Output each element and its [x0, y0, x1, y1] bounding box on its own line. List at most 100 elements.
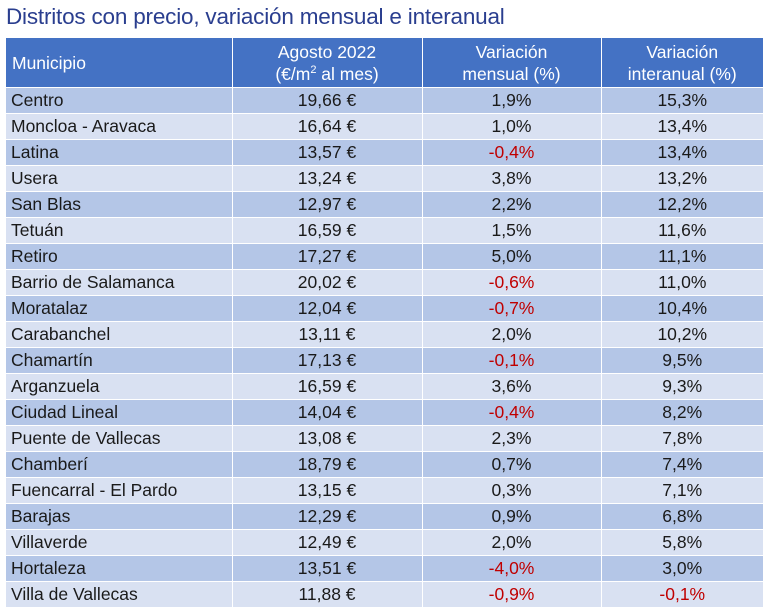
table-body: Centro 19,66 €1,9% 15,3% Moncloa - Aravaca 1… — [6, 87, 763, 608]
cell-precio: 12,29 € — [232, 503, 423, 530]
header-interanual-line1: Variación — [646, 41, 719, 62]
table-row: Hortaleza 13,51 € -4,0% 3,0% — [6, 555, 763, 582]
cell-variacion-interanual: 3,0% — [601, 555, 763, 582]
cell-municipio: Carabanchel — [6, 321, 233, 348]
cell-variacion-mensual: 1,5% — [422, 217, 602, 244]
page-title: Distritos con precio, variación mensual … — [6, 4, 505, 29]
header-mensual-line1: Variación — [475, 41, 548, 62]
cell-precio: 16,59 € — [232, 217, 423, 244]
cell-precio: 13,57 € — [232, 139, 423, 166]
cell-variacion-interanual: 6,8% — [601, 503, 763, 530]
table-row: Moratalaz 12,04 € -0,7% 10,4% — [6, 295, 763, 322]
cell-precio: 13,11 € — [232, 321, 423, 348]
cell-municipio: Arganzuela — [6, 373, 233, 400]
cell-variacion-interanual: -0,1% — [601, 581, 763, 608]
cell-municipio: Chamberí — [6, 451, 233, 478]
cell-variacion-mensual: -0,1% — [422, 347, 602, 374]
cell-precio: 12,97 € — [232, 191, 423, 218]
header-variacion-mensual: Variación mensual (%) — [422, 38, 602, 88]
cell-municipio: San Blas — [6, 191, 233, 218]
cell-municipio: Usera — [6, 165, 233, 192]
cell-variacion-interanual: 5,8% — [601, 529, 763, 556]
cell-precio: 18,79 € — [232, 451, 423, 478]
cell-variacion-interanual: 13,2% — [601, 165, 763, 192]
cell-municipio: Tetuán — [6, 217, 233, 244]
cell-municipio: Centro — [6, 87, 233, 114]
cell-municipio: Latina — [6, 139, 233, 166]
cell-precio: 16,59 € — [232, 373, 423, 400]
cell-municipio: Barajas — [6, 503, 233, 530]
cell-variacion-interanual: 15,3% — [601, 87, 763, 114]
header-agosto-line1: Agosto 2022 — [277, 41, 377, 62]
header-agosto-line2: (€/m2 al mes) — [233, 63, 422, 85]
cell-variacion-mensual: 0,3% — [422, 477, 602, 504]
header-interanual-line2: interanual (%) — [627, 63, 737, 84]
cell-variacion-interanual: 13,4% — [601, 139, 763, 166]
cell-precio: 16,64 € — [232, 113, 423, 140]
header-agosto-unit-sup: 2 — [310, 63, 317, 76]
cell-variacion-interanual: 11,6% — [601, 217, 763, 244]
cell-precio: 13,51 € — [232, 555, 423, 582]
header-agosto-2022: Agosto 2022 (€/m2 al mes) — [232, 38, 423, 88]
cell-variacion-mensual: 3,6% — [422, 373, 602, 400]
table-row: Ciudad Lineal 14,04 € -0,4% 8,2% — [6, 399, 763, 426]
table-row: Usera 13,24 €3,8% 13,2% — [6, 165, 763, 192]
cell-variacion-mensual: 0,7% — [422, 451, 602, 478]
cell-municipio: Villaverde — [6, 529, 233, 556]
cell-municipio: Moncloa - Aravaca — [6, 113, 233, 140]
cell-variacion-interanual: 7,8% — [601, 425, 763, 452]
header-agosto-unit-pre: (€/m — [275, 63, 311, 84]
cell-variacion-interanual: 10,4% — [601, 295, 763, 322]
cell-variacion-mensual: -0,4% — [422, 399, 602, 426]
cell-municipio: Chamartín — [6, 347, 233, 374]
table-header: Municipio Agosto 2022 (€/m2 al mes) Vari… — [6, 38, 763, 88]
table-row: Carabanchel 13,11 €2,0% 10,2% — [6, 321, 763, 348]
cell-precio: 19,66 € — [232, 87, 423, 114]
table-row: Moncloa - Aravaca 16,64 €1,0% 13,4% — [6, 113, 763, 140]
table-row: Puente de Vallecas 13,08 €2,3% 7,8% — [6, 425, 763, 452]
cell-precio: 13,08 € — [232, 425, 423, 452]
cell-precio: 11,88 € — [232, 581, 423, 608]
table-row: Centro 19,66 €1,9% 15,3% — [6, 87, 763, 114]
cell-variacion-mensual: 5,0% — [422, 243, 602, 270]
table-row: Barrio de Salamanca 20,02 € -0,6% 11,0% — [6, 269, 763, 296]
table-row: Fuencarral - El Pardo 13,15 €0,3% 7,1% — [6, 477, 763, 504]
table-row: Villaverde 12,49 €2,0% 5,8% — [6, 529, 763, 556]
cell-variacion-mensual: -0,6% — [422, 269, 602, 296]
header-mensual-line2: mensual (%) — [462, 63, 561, 84]
cell-variacion-mensual: 2,0% — [422, 321, 602, 348]
cell-precio: 17,13 € — [232, 347, 423, 374]
cell-variacion-mensual: 0,9% — [422, 503, 602, 530]
cell-precio: 12,49 € — [232, 529, 423, 556]
cell-municipio: Villa de Vallecas — [6, 581, 233, 608]
table-row: Tetuán 16,59 €1,5% 11,6% — [6, 217, 763, 244]
cell-variacion-interanual: 11,0% — [601, 269, 763, 296]
table-row: Retiro 17,27 €5,0% 11,1% — [6, 243, 763, 270]
cell-variacion-mensual: 2,3% — [422, 425, 602, 452]
cell-variacion-mensual: 2,0% — [422, 529, 602, 556]
cell-municipio: Ciudad Lineal — [6, 399, 233, 426]
districts-table: Municipio Agosto 2022 (€/m2 al mes) Vari… — [6, 38, 763, 608]
cell-municipio: Moratalaz — [6, 295, 233, 322]
header-row: Municipio Agosto 2022 (€/m2 al mes) Vari… — [6, 38, 763, 88]
cell-precio: 17,27 € — [232, 243, 423, 270]
cell-precio: 13,24 € — [232, 165, 423, 192]
cell-variacion-mensual: 2,2% — [422, 191, 602, 218]
cell-variacion-mensual: 1,9% — [422, 87, 602, 114]
header-municipio: Municipio — [6, 38, 233, 88]
cell-variacion-mensual: 3,8% — [422, 165, 602, 192]
cell-variacion-interanual: 9,3% — [601, 373, 763, 400]
cell-precio: 12,04 € — [232, 295, 423, 322]
cell-variacion-interanual: 7,4% — [601, 451, 763, 478]
cell-variacion-interanual: 11,1% — [601, 243, 763, 270]
cell-municipio: Puente de Vallecas — [6, 425, 233, 452]
table-row: San Blas 12,97 €2,2% 12,2% — [6, 191, 763, 218]
cell-precio: 14,04 € — [232, 399, 423, 426]
table-row: Chamartín 17,13 € -0,1% 9,5% — [6, 347, 763, 374]
cell-precio: 13,15 € — [232, 477, 423, 504]
cell-variacion-interanual: 10,2% — [601, 321, 763, 348]
cell-variacion-interanual: 9,5% — [601, 347, 763, 374]
cell-precio: 20,02 € — [232, 269, 423, 296]
cell-variacion-mensual: -0,4% — [422, 139, 602, 166]
cell-variacion-mensual: 1,0% — [422, 113, 602, 140]
